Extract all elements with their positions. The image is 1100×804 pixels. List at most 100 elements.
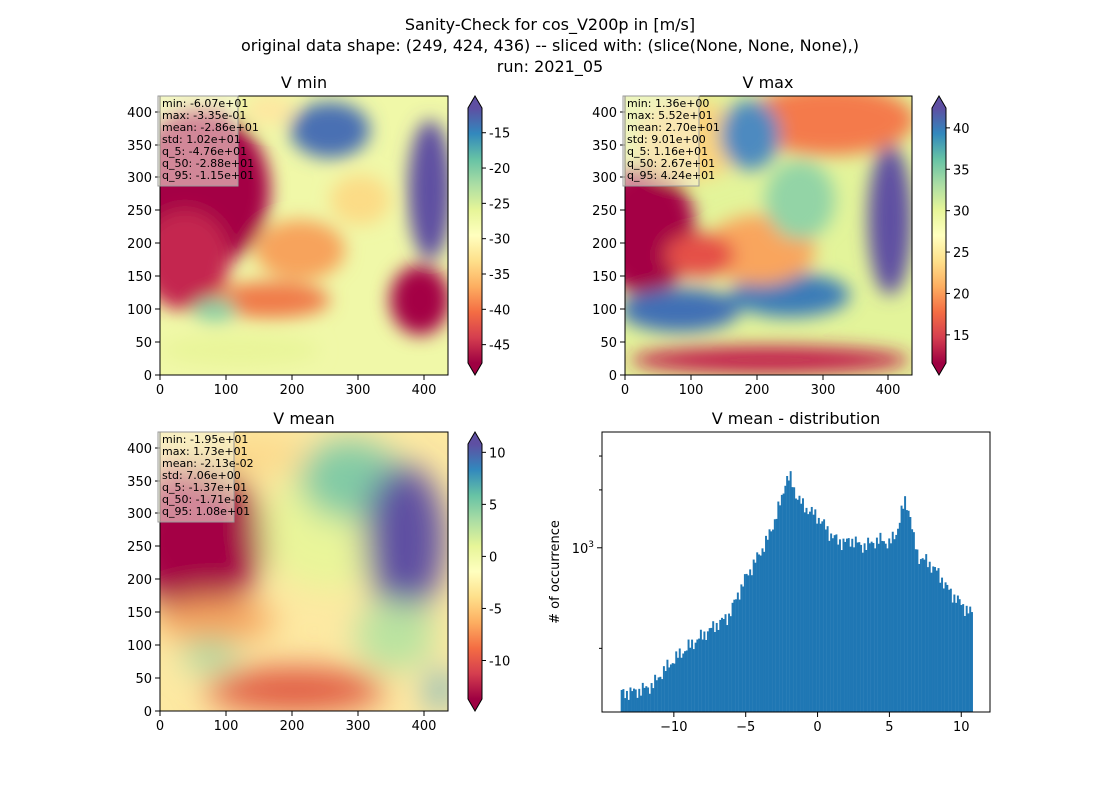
histogram-bar <box>652 688 655 712</box>
histogram-bar <box>874 548 877 712</box>
histogram-bar <box>662 666 665 712</box>
histogram-bar <box>756 552 759 712</box>
stat-q95: q_95: 1.08e+01 <box>162 505 250 518</box>
histogram-bar <box>907 510 910 712</box>
colorbar-v-min: -15 -20 -25 -30 -35 -40 -45 <box>467 95 510 376</box>
histogram-bar <box>923 559 926 712</box>
histogram-bar <box>775 518 778 712</box>
colorbar-tick-label: -35 <box>489 268 510 283</box>
histogram-bar <box>754 562 757 712</box>
histogram-bar <box>877 543 880 712</box>
y-axis: 103 <box>572 455 602 649</box>
histogram-bar <box>809 511 812 712</box>
histogram-bar <box>846 538 848 712</box>
y-tick-label: 100 <box>127 303 152 318</box>
x-tick-label: 300 <box>811 383 836 398</box>
histogram-bar <box>782 493 785 712</box>
histogram-bar <box>941 577 944 712</box>
y-tick-label: 0 <box>144 369 152 384</box>
histogram-bar <box>759 555 762 712</box>
plot-frame <box>601 431 991 713</box>
histogram-bar <box>747 575 750 712</box>
histogram-bar <box>701 639 704 712</box>
histogram-bar <box>893 539 896 712</box>
histogram-bar <box>854 536 857 712</box>
colorbar-tick-label: -45 <box>489 339 510 354</box>
y-tick-label: 400 <box>127 106 152 121</box>
stats-box: min: -1.95e+01 max: 1.73e+01 mean: -2.13… <box>157 431 254 523</box>
colorbar-tick-label: 25 <box>953 246 970 261</box>
histogram-bar <box>865 549 868 712</box>
y-tick-label: 0 <box>144 705 152 720</box>
colorbar-tick-label: 5 <box>489 498 497 513</box>
x-tick-label: 300 <box>346 719 371 734</box>
histogram-bar <box>796 499 799 712</box>
panel-title: V max <box>743 73 794 92</box>
histogram-bar <box>712 621 715 712</box>
histogram-bar <box>831 538 834 712</box>
y-tick-label: 200 <box>127 573 152 588</box>
histogram-bar <box>669 664 672 712</box>
plot-frame <box>624 95 913 376</box>
colorbar-v-max: 40 35 30 25 20 15 <box>931 95 970 376</box>
figure-title-line-2: original data shape: (249, 424, 436) -- … <box>241 36 859 55</box>
x-tick-label: 100 <box>679 383 704 398</box>
panel-title: V mean - distribution <box>712 409 881 428</box>
histogram-bar <box>705 639 708 712</box>
x-tick-label: −10 <box>660 720 687 735</box>
histogram-bar <box>742 586 745 712</box>
histogram-bar <box>884 543 887 712</box>
histogram-bar <box>655 680 658 712</box>
y-tick-label: 100 <box>127 639 152 654</box>
x-tick-label: 100 <box>214 383 239 398</box>
colorbar-tick-label: 10 <box>489 446 506 461</box>
stat-mean: mean: 2.70e+01 <box>627 121 720 134</box>
stat-std: std: 9.01e+00 <box>627 133 706 146</box>
histogram-bar <box>708 628 711 712</box>
stat-q95: q_95: -1.15e+01 <box>162 169 254 182</box>
colorbar-tick-label: -40 <box>489 303 510 318</box>
y-tick-label: 150 <box>127 606 152 621</box>
stats-box: min: -6.07e+01 max: -3.35e-01 mean: -2.8… <box>157 95 259 187</box>
y-tick-label: 400 <box>127 442 152 457</box>
y-axis: 0 50 100 150 200 250 300 350 400 <box>592 106 625 384</box>
histogram-bar <box>963 615 966 712</box>
panel-title: V min <box>281 73 327 92</box>
histogram-bar <box>890 543 892 712</box>
histogram-bar <box>678 648 681 712</box>
histogram-bar <box>773 519 776 712</box>
histogram-bar <box>847 538 850 712</box>
histogram-bar <box>911 529 914 712</box>
histogram-bar <box>731 602 734 712</box>
y-tick-label: 300 <box>127 507 152 522</box>
y-tick-label: 350 <box>127 475 152 490</box>
histogram-bar <box>689 647 692 712</box>
histogram-bar <box>671 663 674 712</box>
x-axis: 0 100 200 300 400 <box>621 375 900 398</box>
y-tick-label: 250 <box>592 204 617 219</box>
x-tick-label: 200 <box>280 383 305 398</box>
histogram-bar <box>970 612 973 712</box>
stat-max: max: -3.35e-01 <box>162 109 246 122</box>
histogram-bar <box>726 625 729 712</box>
histogram-bar <box>661 679 664 712</box>
colorbar-tick-label: 30 <box>953 205 970 220</box>
histogram-bar <box>835 534 838 712</box>
y-tick-label: 0 <box>609 369 617 384</box>
histogram-bar <box>821 521 824 712</box>
histogram-bar <box>881 540 884 712</box>
colorbar-tick-label: -25 <box>489 197 510 212</box>
histogram-bar <box>645 686 648 712</box>
histogram-bar <box>849 546 852 712</box>
colorbar-tick-label: 15 <box>953 329 970 344</box>
histogram-bar <box>749 569 752 712</box>
heatmap-v-min <box>160 96 448 375</box>
histogram-bar <box>772 529 775 712</box>
stat-std: std: 1.02e+01 <box>162 133 241 146</box>
colorbar-ticks: 10 5 0 -5 -10 <box>482 446 510 669</box>
y-tick-label: 50 <box>600 336 617 351</box>
histogram-bar <box>633 688 635 712</box>
histogram-bar <box>659 676 662 712</box>
histogram-bar <box>724 614 727 712</box>
histogram-bar <box>948 589 951 712</box>
